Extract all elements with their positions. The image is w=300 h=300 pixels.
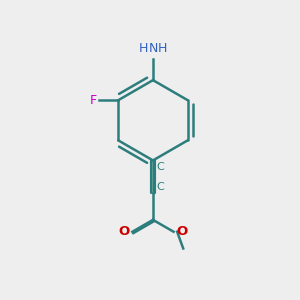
Text: F: F <box>89 94 97 107</box>
Text: C: C <box>157 182 165 192</box>
Text: H: H <box>158 42 167 55</box>
Text: H: H <box>139 42 148 55</box>
Text: C: C <box>157 162 165 172</box>
Text: O: O <box>176 225 187 238</box>
Text: N: N <box>148 42 158 55</box>
Text: O: O <box>119 225 130 238</box>
